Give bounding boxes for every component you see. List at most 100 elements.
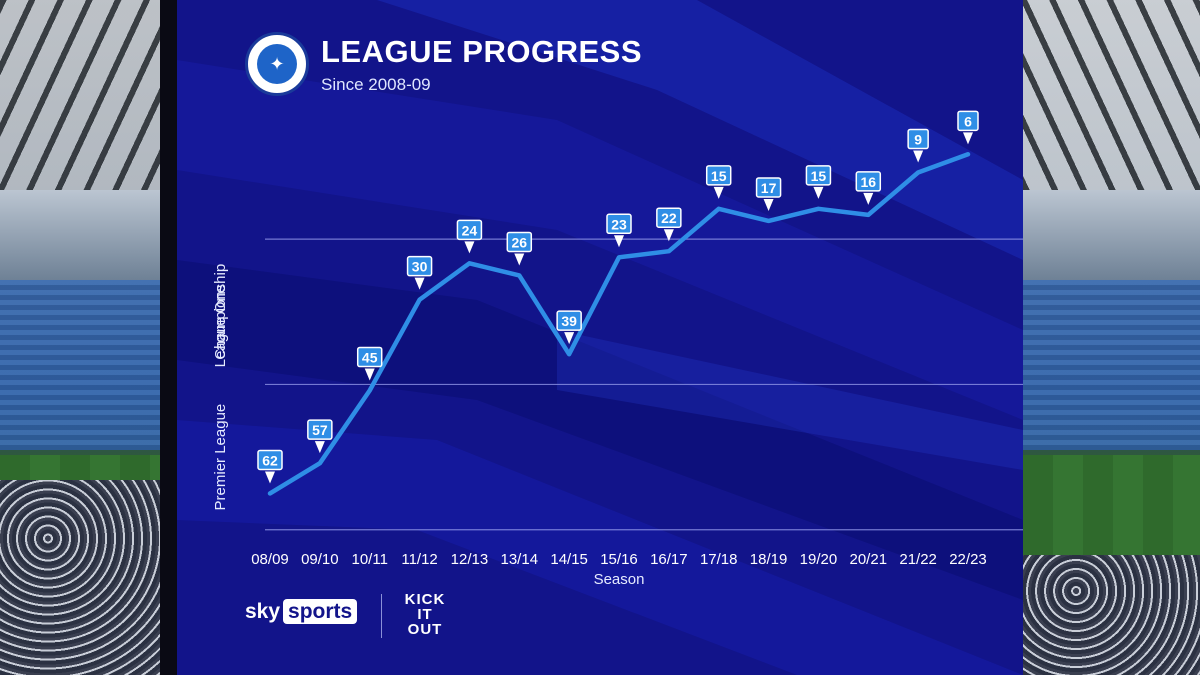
data-point: 45 bbox=[356, 346, 383, 381]
seagull-icon: ✦ bbox=[257, 44, 297, 84]
stadium-crowd bbox=[1023, 555, 1200, 675]
data-label: 9 bbox=[914, 132, 922, 148]
stadium-pitch bbox=[1023, 455, 1200, 555]
x-tick-label: 16/17 bbox=[650, 551, 688, 568]
data-marker-pointer bbox=[314, 441, 325, 454]
footer-divider bbox=[381, 594, 382, 638]
data-marker-pointer bbox=[863, 192, 874, 205]
sky-wordmark: sky bbox=[245, 600, 281, 623]
data-marker-pointer bbox=[813, 186, 824, 199]
data-label: 16 bbox=[860, 174, 876, 190]
data-label: 57 bbox=[312, 422, 328, 438]
x-tick-label: 20/21 bbox=[850, 551, 888, 568]
data-label-box bbox=[606, 213, 632, 235]
data-label: 45 bbox=[362, 350, 378, 366]
data-point: 24 bbox=[456, 219, 483, 254]
data-point: 17 bbox=[755, 177, 782, 211]
stadium-stand bbox=[0, 280, 160, 450]
data-point: 23 bbox=[606, 213, 632, 248]
data-point: 62 bbox=[257, 449, 283, 484]
x-tick-label: 09/10 bbox=[301, 551, 339, 568]
data-point: 22 bbox=[656, 207, 682, 242]
kio-line-3: OUT bbox=[407, 621, 443, 638]
background-bands bbox=[177, 0, 1023, 675]
data-label: 22 bbox=[661, 210, 677, 226]
x-tick-label: 12/13 bbox=[451, 551, 489, 568]
data-label-box bbox=[705, 165, 732, 186]
data-marker-pointer bbox=[614, 235, 624, 248]
data-label-box bbox=[356, 346, 383, 368]
data-label-box bbox=[556, 310, 582, 331]
x-tick-label: 10/11 bbox=[351, 551, 387, 568]
data-point: 9 bbox=[907, 128, 929, 163]
stadium-left-panel bbox=[0, 0, 160, 675]
data-marker-pointer bbox=[514, 253, 525, 266]
chart-subtitle: Since 2008-09 bbox=[321, 75, 431, 94]
x-tick-label: 08/09 bbox=[251, 551, 289, 568]
data-point: 6 bbox=[957, 110, 979, 145]
x-tick-label: 19/20 bbox=[800, 551, 838, 568]
sports-wordmark: sports bbox=[283, 599, 358, 624]
data-label: 15 bbox=[811, 168, 827, 184]
data-marker-pointer bbox=[265, 471, 275, 484]
data-marker-pointer bbox=[464, 241, 475, 254]
data-marker-pointer bbox=[564, 332, 575, 345]
data-label: 15 bbox=[711, 168, 727, 184]
x-tick-label: 21/22 bbox=[899, 551, 937, 568]
data-point: 30 bbox=[406, 255, 433, 290]
chart-title: LEAGUE PROGRESS bbox=[321, 34, 642, 69]
x-tick-label: 14/15 bbox=[550, 551, 588, 568]
stadium-crowd bbox=[0, 480, 160, 675]
data-label: 24 bbox=[462, 222, 478, 238]
data-label-box bbox=[755, 177, 782, 198]
graphic-panel: ✦ LEAGUE PROGRESS Since 2008-09 League O… bbox=[177, 0, 1023, 675]
data-label: 39 bbox=[561, 313, 577, 329]
data-marker-pointer bbox=[913, 150, 924, 163]
data-point: 16 bbox=[855, 171, 882, 205]
x-tick-label: 18/19 bbox=[750, 551, 788, 568]
data-label-box bbox=[957, 110, 979, 132]
data-marker-pointer bbox=[364, 368, 375, 381]
y-band-label: League One bbox=[212, 285, 229, 368]
data-marker-pointer bbox=[663, 229, 674, 242]
stadium-stand bbox=[1023, 280, 1200, 450]
data-label: 17 bbox=[761, 180, 777, 196]
data-label: 26 bbox=[511, 234, 527, 250]
x-tick-label: 17/18 bbox=[700, 551, 738, 568]
data-label-box bbox=[656, 207, 682, 228]
y-band-label: Premier League bbox=[212, 404, 229, 511]
x-tick-label: 13/14 bbox=[501, 551, 539, 568]
sky-sports-logo: sky sports bbox=[245, 599, 358, 624]
data-label-box bbox=[406, 255, 433, 277]
data-label: 62 bbox=[262, 452, 278, 468]
data-point: 57 bbox=[307, 419, 333, 454]
data-point: 15 bbox=[805, 165, 832, 199]
data-marker-pointer bbox=[763, 198, 774, 211]
kio-line-2: IT bbox=[417, 606, 433, 623]
data-label-box bbox=[257, 449, 283, 471]
x-tick-label: 15/16 bbox=[600, 551, 638, 568]
data-marker-pointer bbox=[713, 186, 724, 199]
series-line bbox=[267, 152, 971, 496]
data-point: 39 bbox=[556, 310, 582, 345]
kio-line-1: KICK bbox=[404, 591, 446, 608]
data-label-box bbox=[506, 231, 533, 253]
data-marker-pointer bbox=[963, 132, 973, 145]
data-label-box bbox=[907, 128, 929, 150]
x-tick-label: 11/12 bbox=[401, 551, 437, 568]
stadium-roof bbox=[1023, 0, 1200, 190]
data-label-box bbox=[307, 419, 333, 440]
kick-it-out-logo: KICK IT OUT bbox=[399, 592, 451, 640]
stadium-roof bbox=[0, 0, 160, 190]
data-marker-pointer bbox=[414, 277, 425, 290]
stadium-right-panel bbox=[1023, 0, 1200, 675]
data-label: 6 bbox=[964, 113, 972, 129]
data-label: 30 bbox=[412, 259, 428, 275]
data-label: 23 bbox=[611, 216, 627, 232]
club-crest-icon: ✦ bbox=[245, 32, 309, 96]
data-point: 15 bbox=[705, 165, 732, 199]
data-label-box bbox=[805, 165, 832, 186]
data-point: 26 bbox=[506, 231, 533, 266]
data-label-box bbox=[456, 219, 483, 241]
